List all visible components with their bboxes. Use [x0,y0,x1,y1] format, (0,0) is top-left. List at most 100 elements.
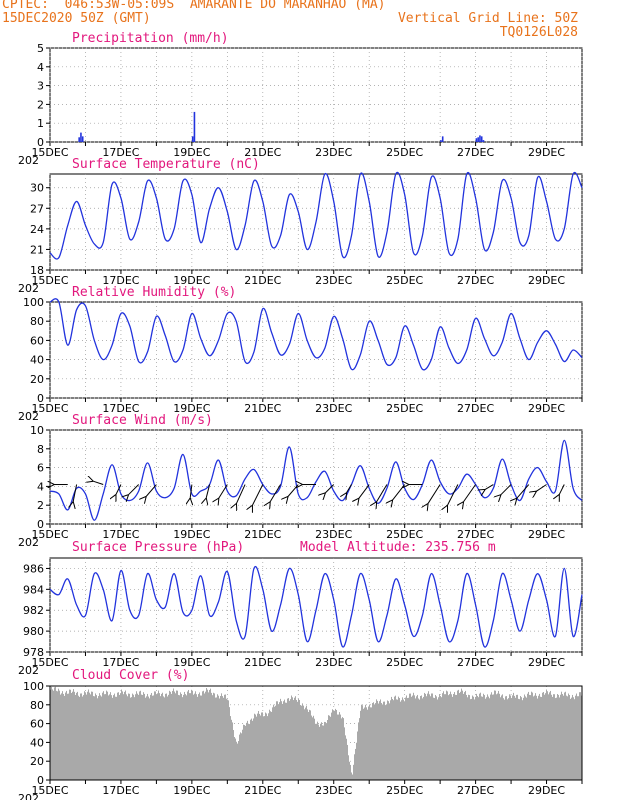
wind-vector-arrow [270,484,281,503]
cloud-cover-bar [461,688,462,780]
wind-vector-arrow [128,484,140,496]
x-tick-label: 25DEC [386,528,423,541]
y-tick-label: 0 [37,136,44,149]
cloud-cover-bar [416,696,417,780]
cloud-cover-bar [129,693,130,780]
cloud-cover-bar [140,690,141,780]
cloud-cover-bar [458,689,459,780]
x-tick-label: 19DEC [173,656,210,669]
wind-vector-arrow [325,484,335,494]
cloud-cover-bar [278,704,279,780]
cloud-cover-bar [242,729,243,780]
cloud-cover-bar [196,694,197,780]
y-tick-label: 30 [30,182,44,195]
x-tick-label: 17DEC [102,784,139,797]
cloud-cover-bar [159,693,160,780]
cloud-cover-bar [301,705,302,780]
cloud-cover-bar [492,694,493,780]
cloud-cover-bar [110,692,111,780]
cloud-cover-bar [82,696,83,780]
cloud-cover-bar [356,742,357,780]
panel-title: Surface Pressure (hPa) [72,540,244,555]
cloud-cover-bar [168,694,169,780]
x-tick-label: 21DEC [244,528,281,541]
cloud-cover-bar [335,708,336,780]
cloud-cover-bar [398,696,399,780]
cloud-cover-bar [169,690,170,780]
x-tick-label: 15DEC [31,274,68,287]
cloud-cover-bar [262,712,263,780]
cloud-cover-bar [304,709,305,780]
y-tick-label: 10 [30,424,44,437]
cloud-cover-bar [330,716,331,780]
header-grid-line-info: Vertical Grid Line: 50Z [397,11,578,26]
cloud-cover-bar [139,691,140,780]
cloud-cover-bar [222,696,223,780]
cloud-cover-bar [392,699,393,780]
cloud-cover-bar [453,693,454,780]
cloud-cover-bar [318,724,319,780]
cloud-cover-bar [266,713,267,780]
cloud-cover-bar [509,694,510,780]
cloud-cover-bar [572,694,573,780]
cloud-cover-bar [173,688,174,780]
cloud-cover-bar [556,697,557,780]
wind-vector-arrow [376,484,388,503]
x-year-label-clipped: 202 [18,282,39,295]
panel-title: Relative Humidity (%) [72,285,236,300]
cloud-cover-bar [144,693,145,780]
cloud-cover-bar [114,693,115,780]
cloud-cover-bar [324,721,325,780]
cloud-cover-bar [118,692,119,780]
cloud-cover-bar [428,691,429,780]
cloud-cover-bar [274,706,275,780]
y-tick-label: 20 [30,373,44,386]
cloud-cover-bar [548,694,549,780]
cloud-cover-bar [527,693,528,780]
cloud-cover-bar [526,697,527,780]
wind-vector-arrow [146,484,157,498]
cloud-cover-bar [329,715,330,780]
cloud-cover-bar [194,693,195,780]
cloud-cover-bar [285,702,286,780]
cloud-cover-bar [518,698,519,780]
cloud-cover-bar [336,710,337,780]
cloud-cover-bar [148,696,149,780]
cloud-cover-bar [564,692,565,780]
cloud-cover-bar [310,710,311,780]
cloud-cover-bar [514,695,515,780]
cloud-cover-bar [78,695,79,780]
cloud-cover-bar [203,690,204,780]
cloud-cover-bar [471,698,472,780]
cloud-cover-bar [97,698,98,780]
x-tick-label: 21DEC [244,656,281,669]
x-tick-label: 15DEC [31,784,68,797]
cloud-cover-bar [371,707,372,780]
cloud-cover-bar [546,689,547,780]
cloud-cover-bar [53,690,54,780]
cloud-cover-bar [477,695,478,780]
cloud-cover-bar [436,696,437,780]
cloud-cover-bar [480,692,481,780]
cloud-cover-bar [326,723,327,780]
cloud-cover-bar [561,691,562,780]
cloud-cover-bar [418,698,419,780]
cloud-cover-bar [338,714,339,780]
y-tick-label: 0 [37,392,44,405]
cloud-cover-bar [377,700,378,780]
cloud-cover-bar [172,690,173,780]
cloud-cover-bar [146,696,147,780]
cloud-cover-bar [91,691,92,780]
y-tick-label: 3 [37,80,44,93]
cloud-cover-bar [541,697,542,780]
cloud-cover-bar [357,731,358,780]
cloud-cover-bar [113,695,114,780]
x-tick-label: 21DEC [244,784,281,797]
x-year-label-clipped: 202 [18,792,39,800]
cloud-cover-bar [543,692,544,780]
cloud-cover-bar [491,692,492,780]
cloud-cover-bar [70,689,71,780]
cloud-cover-bar [434,698,435,780]
cloud-cover-bar [575,695,576,780]
cloud-cover-bar [421,695,422,780]
